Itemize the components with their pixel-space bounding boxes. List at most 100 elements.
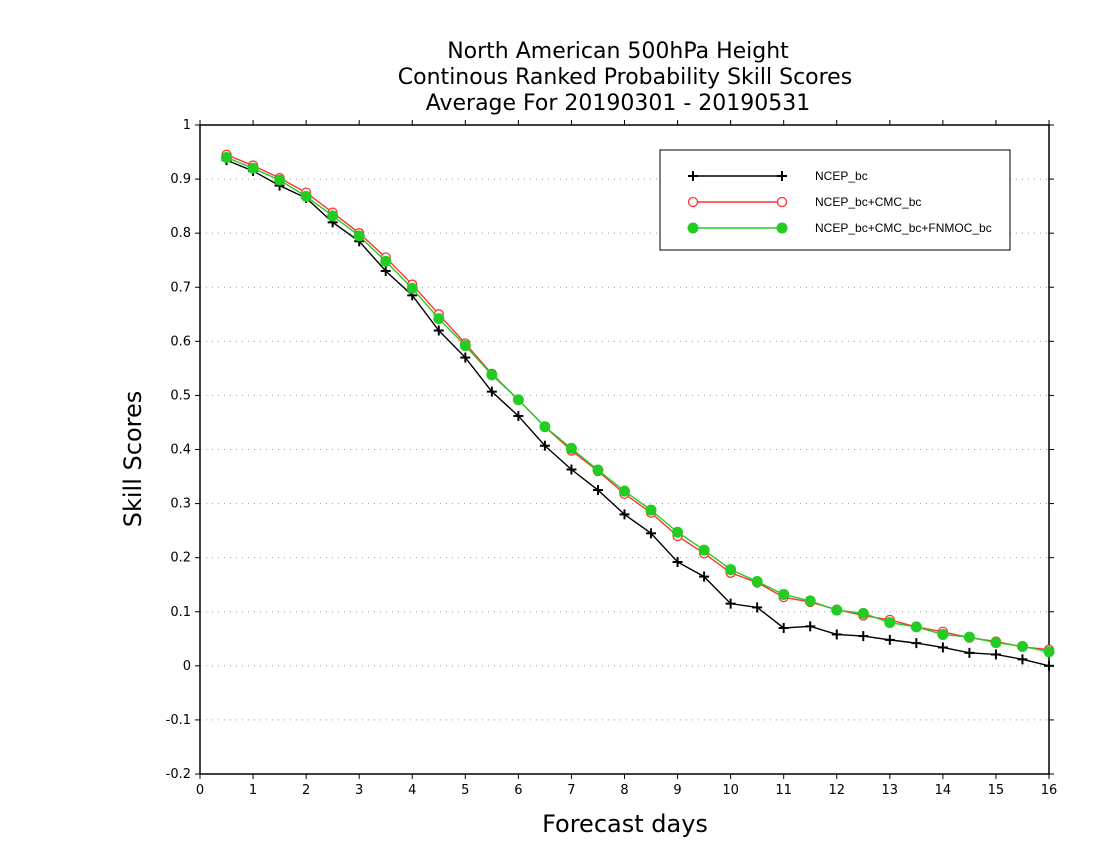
point-ncep-bc-cmc-bc-fnmoc-bc — [512, 394, 524, 406]
point-ncep-bc-cmc-bc-fnmoc-bc — [1043, 646, 1055, 658]
x-tick-label: 0 — [196, 783, 204, 798]
legend-label: NCEP_bc+CMC_bc+FNMOC_bc — [815, 221, 992, 235]
point-ncep-bc — [566, 464, 577, 475]
axes: -0.2-0.100.10.20.30.40.50.60.70.80.910 1 2… — [166, 118, 1058, 798]
point-ncep-bc-cmc-bc-fnmoc-bc — [592, 464, 604, 476]
point-ncep-bc — [486, 386, 497, 397]
y-tick-label: 0.2 — [170, 551, 191, 566]
series-group — [221, 149, 1055, 671]
point-ncep-bc-cmc-bc-fnmoc-bc — [937, 628, 949, 640]
point-ncep-bc-cmc-bc-fnmoc-bc — [459, 340, 471, 352]
y-tick-label: 0.1 — [170, 605, 191, 620]
point-ncep-bc-cmc-bc-fnmoc-bc — [380, 255, 392, 267]
point-ncep-bc — [884, 634, 895, 645]
point-ncep-bc-cmc-bc-fnmoc-bc — [672, 526, 684, 538]
point-ncep-bc-cmc-bc-fnmoc-bc — [963, 631, 975, 643]
y-tick-label: 0.7 — [170, 280, 191, 295]
point-ncep-bc-cmc-bc-fnmoc-bc — [327, 210, 339, 222]
x-tick-label: 3 — [355, 783, 363, 798]
y-tick-label: -0.2 — [166, 767, 191, 782]
gridlines — [200, 178, 1049, 721]
x-tick-label: 10 — [722, 783, 739, 798]
point-ncep-bc — [380, 266, 391, 277]
point-ncep-bc — [539, 440, 550, 451]
title-line-1: North American 500hPa Height — [447, 39, 789, 64]
point-ncep-bc-cmc-bc — [776, 196, 788, 208]
y-tick-label: 1 — [183, 118, 191, 133]
x-tick-label: 4 — [408, 783, 416, 798]
series-ncep-bc — [221, 155, 1054, 671]
point-ncep-bc-cmc-bc-fnmoc-bc — [776, 222, 788, 234]
x-tick-label: 13 — [882, 783, 899, 798]
point-ncep-bc-cmc-bc-fnmoc-bc — [406, 282, 418, 294]
point-ncep-bc — [990, 649, 1001, 660]
x-tick-label: 11 — [775, 783, 792, 798]
plot-frame — [199, 124, 1050, 775]
x-tick-label: 14 — [935, 783, 952, 798]
point-ncep-bc-cmc-bc-fnmoc-bc — [300, 190, 312, 202]
point-ncep-bc — [725, 598, 736, 609]
point-ncep-bc — [1044, 660, 1054, 671]
y-axis-label: Skill Scores — [119, 391, 147, 528]
point-ncep-bc — [460, 352, 471, 363]
legend-entry-ncep-bc-cmc-bc-fnmoc-bc: NCEP_bc+CMC_bc+FNMOC_bc — [687, 221, 992, 235]
legend-box — [659, 149, 1011, 251]
point-ncep-bc — [513, 410, 524, 421]
point-ncep-bc — [831, 629, 842, 640]
y-tick-label: 0.6 — [170, 334, 191, 349]
legend-label: NCEP_bc — [815, 169, 868, 183]
x-tick-label: 1 — [249, 783, 257, 798]
point-ncep-bc-cmc-bc-fnmoc-bc — [619, 485, 630, 497]
x-tick-label: 16 — [1041, 783, 1058, 798]
point-ncep-bc-cmc-bc-fnmoc-bc — [910, 621, 922, 633]
x-tick-label: 7 — [567, 783, 575, 798]
point-ncep-bc-cmc-bc-fnmoc-bc — [687, 222, 699, 234]
point-ncep-bc — [805, 621, 816, 632]
point-ncep-bc — [592, 485, 603, 496]
x-tick-label: 6 — [514, 783, 522, 798]
point-ncep-bc-cmc-bc-fnmoc-bc — [990, 637, 1002, 649]
x-axis-label: Forecast days — [542, 810, 708, 838]
x-tick-label: 12 — [828, 783, 845, 798]
point-ncep-bc-cmc-bc-fnmoc-bc — [221, 151, 233, 163]
legend-label: NCEP_bc+CMC_bc — [815, 195, 921, 209]
point-ncep-bc — [777, 171, 787, 181]
point-ncep-bc-cmc-bc-fnmoc-bc — [857, 607, 869, 619]
chart-title: North American 500hPa Height Continous R… — [398, 39, 852, 116]
x-tick-label: 15 — [988, 783, 1005, 798]
x-tick-label: 2 — [302, 783, 310, 798]
point-ncep-bc-cmc-bc-fnmoc-bc — [831, 604, 843, 616]
y-tick-label: -0.1 — [166, 713, 191, 728]
point-ncep-bc — [858, 631, 869, 642]
point-ncep-bc-cmc-bc-fnmoc-bc — [645, 504, 657, 516]
point-ncep-bc — [937, 642, 948, 653]
point-ncep-bc-cmc-bc-fnmoc-bc — [539, 421, 551, 433]
point-ncep-bc-cmc-bc-fnmoc-bc — [884, 617, 896, 629]
y-tick-label: 0.8 — [170, 226, 191, 241]
point-ncep-bc-cmc-bc-fnmoc-bc — [486, 369, 498, 381]
legend-entry-ncep-bc: NCEP_bc — [688, 169, 868, 183]
point-ncep-bc-cmc-bc-fnmoc-bc — [751, 575, 763, 587]
point-ncep-bc-cmc-bc-fnmoc-bc — [804, 595, 816, 607]
point-ncep-bc — [1017, 654, 1028, 665]
point-ncep-bc — [911, 638, 922, 649]
point-ncep-bc — [752, 602, 763, 613]
point-ncep-bc-cmc-bc-fnmoc-bc — [725, 564, 737, 576]
point-ncep-bc-cmc-bc-fnmoc-bc — [433, 313, 445, 325]
point-ncep-bc-cmc-bc-fnmoc-bc — [565, 442, 577, 454]
point-ncep-bc-cmc-bc-fnmoc-bc — [778, 588, 790, 600]
point-ncep-bc-cmc-bc — [687, 196, 699, 208]
title-line-2: Continous Ranked Probability Skill Score… — [398, 65, 852, 90]
y-tick-label: 0.3 — [170, 497, 191, 512]
legend: NCEP_bc NCEP_bc+CMC_bc NCEP_bc+CMC_bc+FNMO… — [659, 149, 1011, 251]
point-ncep-bc-cmc-bc-fnmoc-bc — [247, 162, 259, 174]
x-tick-label: 9 — [673, 783, 681, 798]
title-line-3: Average For 20190301 - 20190531 — [426, 91, 811, 116]
y-tick-label: 0.4 — [170, 443, 191, 458]
y-tick-label: 0 — [183, 659, 191, 674]
point-ncep-bc — [672, 556, 683, 567]
point-ncep-bc-cmc-bc-fnmoc-bc — [1016, 640, 1028, 652]
series-ncep-bc-cmc-bc-fnmoc-bc — [221, 151, 1055, 658]
point-ncep-bc-cmc-bc-fnmoc-bc — [698, 544, 710, 556]
